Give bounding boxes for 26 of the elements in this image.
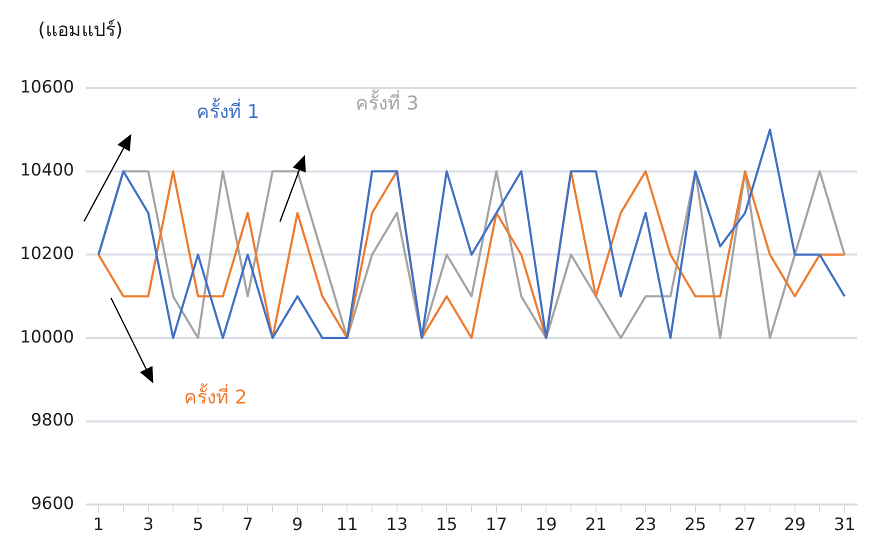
x-tick-label: 9 bbox=[292, 515, 303, 536]
x-tick-label: 15 bbox=[436, 515, 458, 536]
x-tick-label: 1 bbox=[93, 515, 104, 536]
x-tick-label: 23 bbox=[634, 515, 656, 536]
text: ครั้งที่ 2 bbox=[184, 383, 247, 408]
x-tick-label: 3 bbox=[142, 515, 154, 536]
x-tick-label: 17 bbox=[486, 515, 508, 536]
y-tick-label: 10000 bbox=[20, 327, 74, 348]
x-tick-label: 25 bbox=[684, 515, 706, 536]
x-tick-label: 29 bbox=[784, 515, 806, 536]
x-tick-label: 11 bbox=[336, 515, 358, 536]
x-tick-label: 21 bbox=[585, 515, 607, 536]
x-tick-label: 27 bbox=[734, 515, 756, 536]
x-tick-label: 5 bbox=[192, 515, 204, 536]
y-axis-title: (แอมแปร์) bbox=[38, 18, 123, 43]
y-tick-label: 9800 bbox=[30, 410, 74, 431]
y-tick-label: 9600 bbox=[30, 494, 74, 514]
x-tick-label: 7 bbox=[242, 515, 254, 536]
y-tick-label: 10200 bbox=[20, 244, 74, 264]
x-tick-label: 13 bbox=[386, 515, 408, 536]
y-tick-label: 10600 bbox=[20, 77, 74, 98]
x-tick-label: 19 bbox=[535, 515, 557, 536]
text: ครั้งที่ 1 bbox=[196, 98, 260, 123]
text: ครั้งที่ 3 bbox=[355, 90, 419, 115]
y-tick-label: 10400 bbox=[20, 160, 74, 181]
x-tick-label: 31 bbox=[834, 515, 856, 536]
